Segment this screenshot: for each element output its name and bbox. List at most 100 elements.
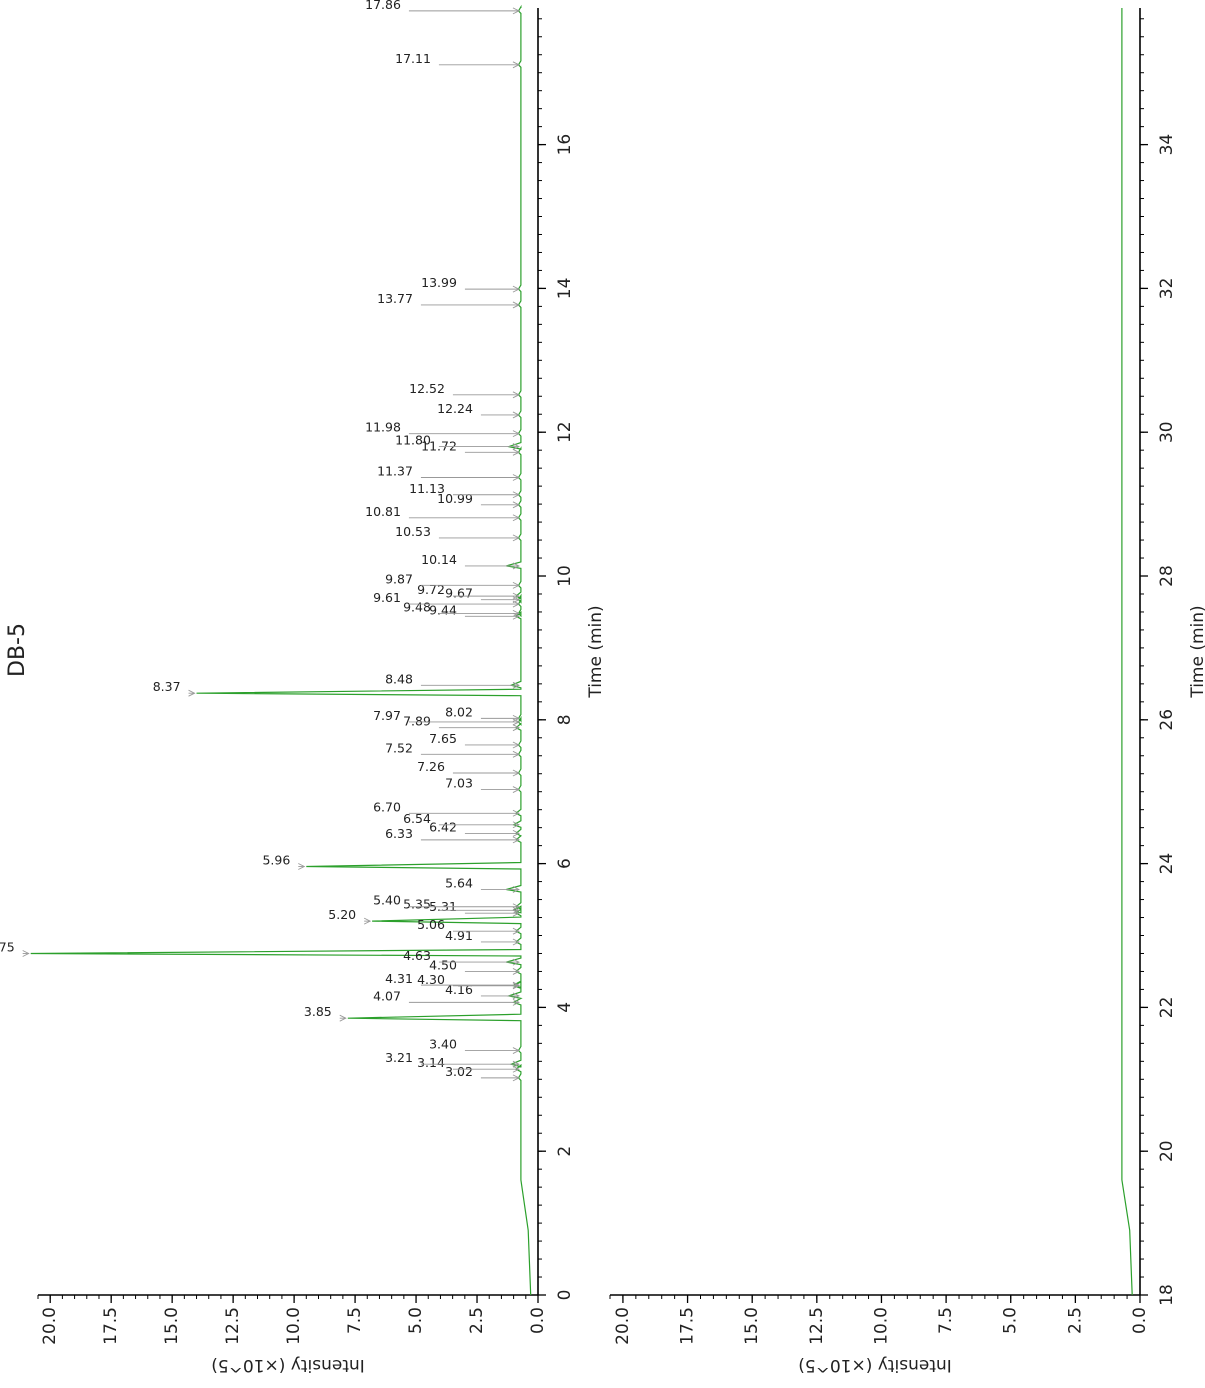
peak-label: 3.21	[385, 1050, 413, 1065]
peak-arrowhead	[512, 61, 520, 69]
peak-arrowhead	[512, 903, 520, 911]
peak-label: 11.72	[421, 438, 457, 453]
peak-arrowhead	[512, 981, 520, 989]
peak-arrowhead	[298, 863, 306, 870]
panel-right-time-tick-label: 32	[1157, 278, 1177, 300]
peak-label: 5.64	[445, 875, 473, 890]
peak-label: 4.75	[0, 939, 15, 954]
peak-arrowhead	[512, 1060, 520, 1068]
peak-label: 3.40	[429, 1037, 457, 1052]
peak-arrowhead	[512, 836, 520, 844]
panel-right-time-tick-label: 24	[1157, 853, 1177, 875]
peak-label: 9.72	[417, 582, 445, 597]
panel-right-time-tick-label: 26	[1157, 709, 1177, 731]
peak-arrowhead	[512, 724, 520, 732]
panel-right-time-tick-label: 28	[1157, 565, 1177, 587]
peak-arrowhead	[512, 958, 520, 966]
peak-arrowhead	[512, 474, 520, 481]
peak-label: 8.37	[153, 679, 181, 694]
peak-arrowhead	[512, 909, 520, 917]
panel-left-time-tick-label: 4	[555, 1002, 575, 1013]
peak-label: 3.85	[304, 1004, 332, 1019]
peak-label: 13.99	[421, 275, 457, 290]
peak-arrowhead	[512, 285, 520, 293]
peak-label: 4.16	[445, 982, 473, 997]
peak-arrowhead	[363, 917, 372, 925]
peak-label: 4.50	[429, 957, 457, 972]
panel-left-time-tick-label: 6	[555, 858, 575, 869]
panel-right-intensity-tick-label: 0.0	[1130, 1307, 1150, 1334]
panel-right-time-tick-label: 20	[1157, 1140, 1177, 1162]
panel-left-intensity-tick-label: 10.0	[284, 1307, 304, 1345]
peak-arrowhead	[512, 992, 520, 1000]
peak-label: 6.70	[373, 799, 401, 814]
panel-left-intensity-tick-label: 12.5	[223, 1307, 243, 1345]
peak-label: 9.44	[429, 602, 457, 617]
peak-arrowhead	[512, 534, 520, 542]
panel-left-time-tick-label: 8	[555, 714, 575, 725]
panel-right-intensity-tick-label: 15.0	[742, 1307, 762, 1345]
peak-label: 7.52	[385, 740, 413, 755]
peak-arrowhead	[512, 821, 520, 829]
panel-left-intensity-axis-label: Intensity (×10^5)	[211, 1355, 365, 1375]
peak-arrowhead	[512, 501, 520, 509]
peak-label: 5.06	[417, 917, 445, 932]
peak-arrowhead	[512, 514, 520, 522]
panel-right-intensity-axis-label: Intensity (×10^5)	[798, 1355, 952, 1375]
peak-arrowhead	[512, 1074, 520, 1082]
panel-left-intensity-tick-label: 0.0	[528, 1307, 548, 1334]
peak-label: 10.14	[421, 552, 457, 567]
peak-arrowhead	[512, 786, 520, 793]
panel-left-intensity-tick-label: 17.5	[101, 1307, 121, 1345]
peak-label: 11.98	[365, 420, 401, 435]
peak-arrowhead	[512, 411, 520, 419]
peak-label: 6.33	[385, 826, 413, 841]
panel-right-intensity-tick-label: 12.5	[807, 1307, 827, 1345]
panel-left-intensity-tick-label: 2.5	[467, 1307, 487, 1334]
peak-label: 8.02	[445, 704, 473, 719]
peak-arrowhead	[512, 562, 520, 570]
panel-left-trace	[30, 4, 532, 1296]
panel-left-time-axis-label: Time (min)	[586, 605, 606, 698]
peak-label: 13.77	[377, 291, 413, 306]
panel-left-time-tick-label: 14	[555, 278, 575, 300]
panel-right-time-tick-label: 22	[1157, 997, 1177, 1019]
peak-arrowhead	[512, 448, 520, 456]
peak-arrowhead	[22, 950, 30, 957]
peak-arrowhead	[512, 609, 520, 617]
peak-arrowhead	[512, 769, 520, 777]
peak-label: 4.91	[445, 928, 473, 943]
peak-label: 11.80	[395, 433, 431, 448]
peak-arrowhead	[512, 809, 520, 817]
peak-label: 10.53	[395, 524, 431, 539]
peak-arrowhead	[512, 443, 520, 450]
peak-label: 12.24	[437, 401, 473, 416]
peak-arrowhead	[512, 592, 520, 600]
peak-arrowhead	[512, 998, 520, 1006]
peak-arrowhead	[512, 1065, 520, 1073]
peak-arrowhead	[512, 681, 520, 689]
peak-label: 11.37	[377, 464, 413, 479]
peak-arrowhead	[512, 491, 520, 499]
figure-title: DB-5	[5, 623, 30, 677]
peak-arrowhead	[512, 430, 520, 438]
peak-label: 3.14	[417, 1055, 445, 1070]
peak-arrowhead	[512, 714, 520, 722]
peak-label: 11.13	[409, 481, 445, 496]
peak-arrowhead	[512, 927, 520, 935]
panel-right-time-tick-label: 34	[1157, 134, 1177, 156]
panel-left-intensity-tick-label: 20.0	[40, 1307, 60, 1345]
peak-arrowhead	[512, 938, 520, 946]
peak-arrowhead	[512, 982, 520, 990]
peak-label: 9.67	[445, 586, 473, 601]
peak-arrowhead	[188, 689, 196, 697]
panel-right-intensity-tick-label: 2.5	[1065, 1307, 1085, 1334]
panel-right-intensity-tick-label: 7.5	[936, 1307, 956, 1334]
peak-arrowhead	[512, 581, 520, 589]
panel-left-time-tick-label: 10	[555, 565, 575, 587]
peak-label: 7.26	[417, 759, 445, 774]
peak-arrowhead	[512, 886, 520, 893]
peak-label: 5.96	[262, 852, 290, 867]
